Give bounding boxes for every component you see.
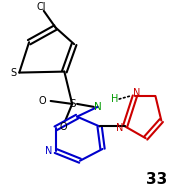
Text: H: H (111, 94, 118, 104)
Text: N: N (94, 102, 102, 112)
Text: S: S (70, 99, 76, 109)
Text: 33: 33 (146, 172, 167, 187)
Text: S: S (10, 68, 16, 77)
Text: N: N (116, 123, 123, 133)
Text: N: N (133, 88, 141, 98)
Text: N: N (45, 146, 52, 156)
Text: Cl: Cl (36, 2, 46, 12)
Text: O: O (60, 122, 67, 132)
Text: O: O (39, 96, 47, 106)
